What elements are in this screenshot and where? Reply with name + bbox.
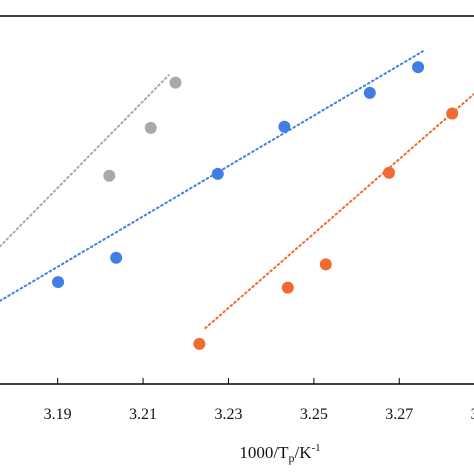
data-point-series-2: [110, 251, 123, 264]
data-point-series-1: [169, 76, 182, 89]
x-tick-label: 3.19: [44, 406, 72, 423]
x-tick-label: 3.29: [471, 406, 474, 423]
data-point-series-3: [281, 281, 294, 294]
axes: [0, 15, 474, 385]
x-tick-label: 3.23: [214, 406, 242, 423]
trend-line-2: [0, 50, 424, 302]
trend-lines: [0, 50, 474, 330]
data-point-series-3: [383, 166, 396, 179]
data-point-series-3: [193, 337, 206, 350]
x-tick-label: 3.27: [385, 406, 413, 423]
data-point-series-2: [278, 120, 291, 133]
data-point-series-3: [446, 107, 459, 120]
x-axis-label-sub: p: [288, 451, 294, 465]
data-point-series-2: [52, 276, 65, 289]
x-axis-label: 1000/Tp/K-1: [239, 442, 320, 465]
data-point-series-2: [211, 167, 224, 180]
x-tick-labels: 3.19 3.21 3.23 3.25 3.27 3.29: [44, 406, 474, 423]
trend-line-1: [0, 74, 170, 248]
x-axis-label-mid: /K: [294, 443, 312, 462]
x-axis-label-prefix: 1000/T: [239, 443, 289, 462]
data-points: [52, 61, 459, 350]
data-point-series-2: [363, 86, 376, 99]
x-tick-label: 3.25: [300, 406, 328, 423]
x-axis-label-sup: -1: [311, 442, 320, 454]
data-point-series-3: [319, 258, 332, 271]
data-point-series-2: [412, 61, 425, 74]
x-tick-label: 3.21: [129, 406, 157, 423]
data-point-series-1: [103, 169, 116, 182]
data-point-series-1: [144, 121, 157, 134]
trend-line-3: [204, 93, 474, 330]
